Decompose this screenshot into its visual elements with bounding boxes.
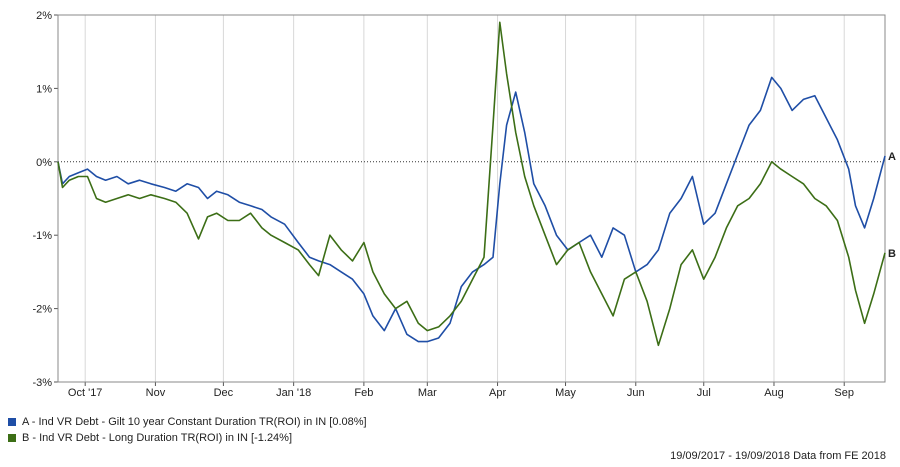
gridlines bbox=[58, 15, 885, 382]
x-tick-label: Aug bbox=[764, 387, 784, 399]
x-tick-label: Jul bbox=[697, 387, 711, 399]
legend-label-a: A - Ind VR Debt - Gilt 10 year Constant … bbox=[22, 416, 367, 428]
x-tick-label: Jun bbox=[627, 387, 645, 399]
x-tick-label: Mar bbox=[418, 387, 437, 399]
x-tick-label: Jan '18 bbox=[276, 387, 311, 399]
y-tick-label: -1% bbox=[32, 230, 52, 242]
legend-swatch-a bbox=[8, 418, 16, 426]
plot-border bbox=[57, 14, 886, 383]
series-line-a bbox=[57, 76, 886, 343]
date-range-footer: 19/09/2017 - 19/09/2018 Data from FE 201… bbox=[670, 450, 886, 462]
series-end-label-a: A bbox=[888, 151, 896, 163]
axes: Oct '17 Nov Dec Jan '18 Feb Mar Apr May Jun Jul Au… bbox=[32, 10, 886, 399]
x-tick-label: Nov bbox=[146, 387, 166, 399]
legend-entry-b: B - Ind VR Debt - Long Duration TR(ROI) … bbox=[8, 430, 367, 446]
x-tick-label: Sep bbox=[834, 387, 854, 399]
series-line-b bbox=[57, 21, 886, 347]
legend-entry-a: A - Ind VR Debt - Gilt 10 year Constant … bbox=[8, 414, 367, 430]
x-tick-label: Feb bbox=[354, 387, 373, 399]
labels-group: AB bbox=[888, 151, 896, 260]
legend-label-b: B - Ind VR Debt - Long Duration TR(ROI) … bbox=[22, 432, 293, 444]
y-tick-label: 0% bbox=[36, 157, 52, 169]
line-chart: Oct '17 Nov Dec Jan '18 Feb Mar Apr May Jun Jul Au… bbox=[32, 10, 896, 399]
series-group bbox=[57, 21, 886, 347]
y-tick-label: -2% bbox=[32, 304, 52, 316]
x-tick-label: Apr bbox=[489, 387, 506, 399]
x-tick-label: May bbox=[555, 387, 576, 399]
x-tick-label: Dec bbox=[214, 387, 234, 399]
y-tick-label: -3% bbox=[32, 377, 52, 389]
legend: A - Ind VR Debt - Gilt 10 year Constant … bbox=[8, 414, 367, 446]
x-tick-label: Oct '17 bbox=[68, 387, 103, 399]
y-tick-label: 2% bbox=[36, 10, 52, 22]
legend-swatch-b bbox=[8, 434, 16, 442]
series-end-label-b: B bbox=[888, 248, 896, 260]
plot-background bbox=[58, 15, 885, 382]
y-tick-label: 1% bbox=[36, 83, 52, 95]
